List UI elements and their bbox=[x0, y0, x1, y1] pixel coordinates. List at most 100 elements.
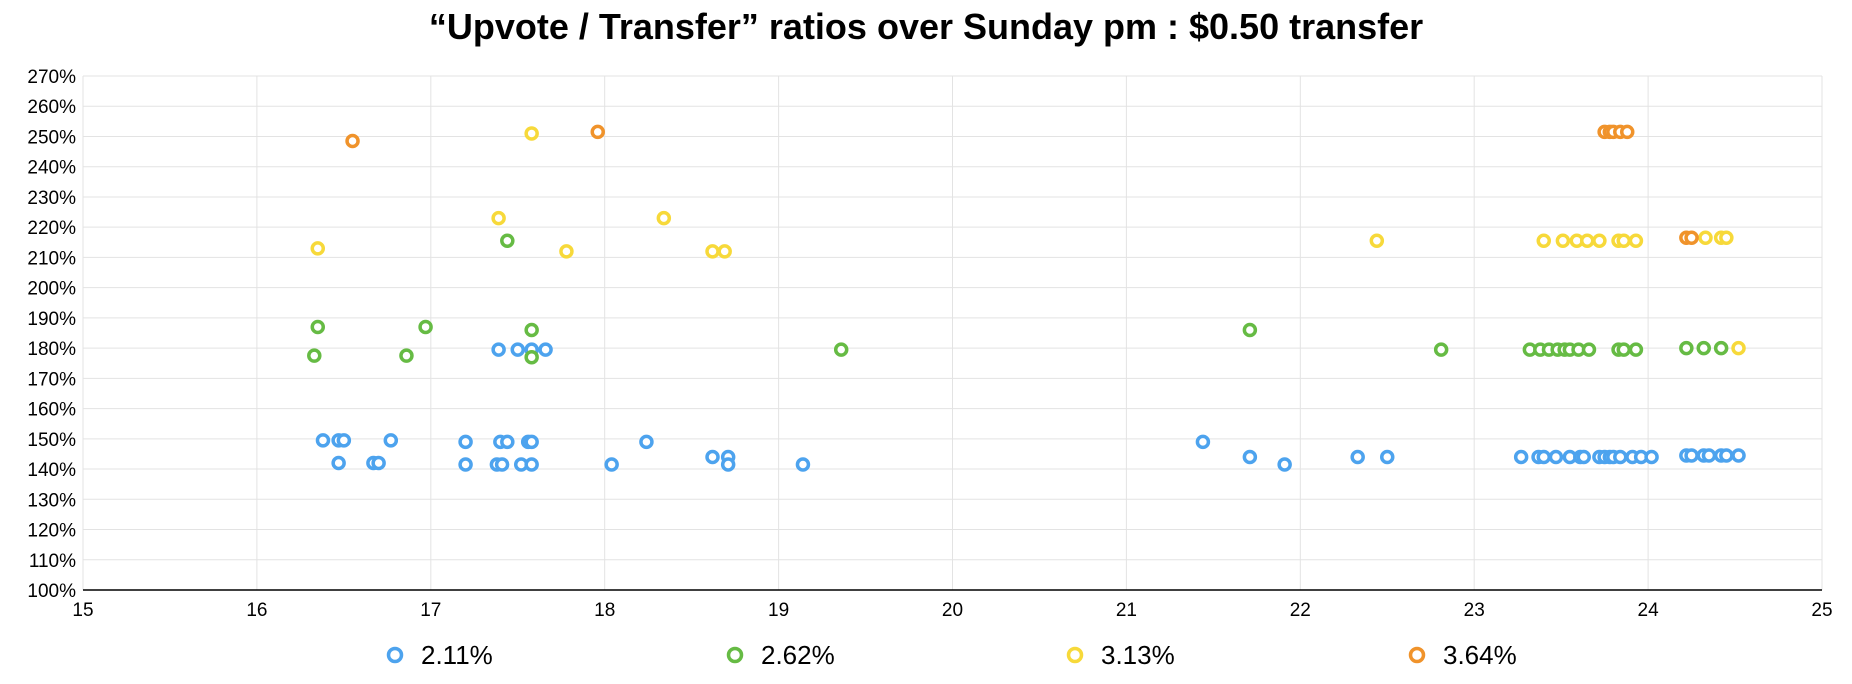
legend-label: 2.62% bbox=[761, 640, 835, 670]
y-tick-label: 210% bbox=[27, 248, 76, 269]
data-point bbox=[1513, 449, 1529, 465]
data-point bbox=[1242, 449, 1258, 465]
data-point bbox=[331, 455, 346, 471]
data-point bbox=[1698, 230, 1713, 246]
data-point bbox=[1719, 448, 1734, 463]
legend-marker bbox=[1066, 646, 1084, 664]
data-point bbox=[310, 241, 326, 256]
data-point bbox=[639, 434, 654, 450]
data-point bbox=[307, 348, 322, 363]
legend-item: 3.64% bbox=[1408, 640, 1517, 670]
y-tick-label: 180% bbox=[27, 339, 76, 360]
data-point bbox=[1696, 340, 1711, 356]
y-tick-label: 260% bbox=[27, 97, 76, 118]
y-tick-label: 110% bbox=[29, 551, 76, 572]
legend: 2.11% 2.62% 3.13% 3.64% bbox=[386, 640, 1517, 670]
legend-marker bbox=[386, 646, 404, 664]
data-point bbox=[705, 449, 720, 465]
legend-item: 2.11% bbox=[386, 640, 493, 670]
data-point bbox=[656, 210, 672, 226]
data-point bbox=[315, 433, 331, 448]
legend-item: 3.13% bbox=[1066, 640, 1175, 670]
series-1 bbox=[315, 342, 1746, 472]
data-point bbox=[795, 457, 811, 472]
data-point bbox=[371, 455, 386, 471]
data-point bbox=[458, 457, 473, 472]
grid bbox=[82, 75, 1823, 590]
chart-title: “Upvote / Transfer” ratios over Sunday p… bbox=[428, 6, 1424, 47]
x-tick-label: 21 bbox=[1116, 600, 1137, 621]
x-tick-label: 18 bbox=[594, 600, 615, 621]
y-tick-label: 170% bbox=[27, 369, 76, 390]
data-point bbox=[1713, 340, 1729, 356]
series-3 bbox=[310, 126, 1746, 356]
data-point bbox=[720, 457, 736, 472]
data-point bbox=[500, 233, 515, 249]
data-point bbox=[833, 342, 849, 357]
data-point bbox=[345, 133, 360, 149]
data-point bbox=[705, 244, 720, 259]
data-point bbox=[524, 349, 539, 365]
data-point bbox=[559, 244, 574, 259]
x-tick-label: 25 bbox=[1811, 600, 1832, 621]
data-point bbox=[1592, 233, 1607, 249]
data-point bbox=[524, 126, 539, 141]
data-point bbox=[1628, 342, 1644, 357]
legend-label: 3.13% bbox=[1101, 640, 1175, 670]
legend-marker bbox=[1408, 646, 1426, 664]
data-point bbox=[590, 124, 605, 140]
data-point bbox=[336, 433, 352, 448]
y-tick-label: 120% bbox=[27, 521, 76, 542]
legend-marker bbox=[726, 646, 744, 664]
data-point bbox=[1628, 233, 1644, 249]
data-point bbox=[1679, 340, 1694, 356]
data-point bbox=[1581, 342, 1597, 357]
data-point bbox=[604, 457, 619, 472]
data-point bbox=[1195, 434, 1211, 450]
data-point bbox=[1684, 448, 1699, 463]
data-point bbox=[310, 319, 326, 335]
data-point bbox=[1350, 449, 1365, 465]
series-2 bbox=[307, 233, 1729, 365]
data-point bbox=[491, 342, 506, 357]
data-points bbox=[307, 124, 1746, 472]
data-point bbox=[717, 244, 732, 259]
data-point bbox=[524, 322, 539, 338]
data-point bbox=[538, 342, 553, 357]
x-tick-label: 17 bbox=[420, 600, 441, 621]
x-tick-label: 16 bbox=[246, 600, 267, 621]
x-tick-label: 19 bbox=[768, 600, 789, 621]
y-tick-label: 160% bbox=[27, 400, 76, 421]
data-point bbox=[1579, 233, 1595, 249]
data-point bbox=[1616, 342, 1632, 357]
data-point bbox=[383, 433, 399, 448]
y-tick-label: 150% bbox=[27, 430, 76, 451]
data-point bbox=[1536, 449, 1552, 465]
data-point bbox=[510, 342, 525, 357]
x-tick-label: 24 bbox=[1638, 600, 1660, 621]
y-tick-label: 230% bbox=[27, 188, 76, 209]
data-point bbox=[494, 457, 510, 472]
data-point bbox=[399, 348, 414, 363]
data-point bbox=[1644, 449, 1659, 465]
data-point bbox=[458, 434, 473, 450]
data-point bbox=[1619, 124, 1635, 140]
data-point bbox=[1536, 233, 1552, 249]
series-4 bbox=[345, 124, 1699, 246]
y-tick-label: 220% bbox=[27, 218, 76, 239]
data-point bbox=[1242, 322, 1258, 338]
data-point bbox=[1548, 449, 1564, 465]
x-tick-label: 15 bbox=[72, 600, 93, 621]
data-point bbox=[1701, 448, 1717, 463]
data-point bbox=[1616, 233, 1632, 249]
data-point bbox=[524, 457, 539, 472]
data-point bbox=[1613, 449, 1628, 465]
data-point bbox=[1277, 457, 1292, 472]
y-tick-label: 130% bbox=[27, 490, 76, 511]
data-point bbox=[1684, 230, 1699, 246]
y-tick-label: 100% bbox=[27, 581, 76, 602]
data-point bbox=[418, 319, 433, 335]
legend-label: 3.64% bbox=[1443, 640, 1517, 670]
y-tick-label: 200% bbox=[27, 279, 76, 300]
